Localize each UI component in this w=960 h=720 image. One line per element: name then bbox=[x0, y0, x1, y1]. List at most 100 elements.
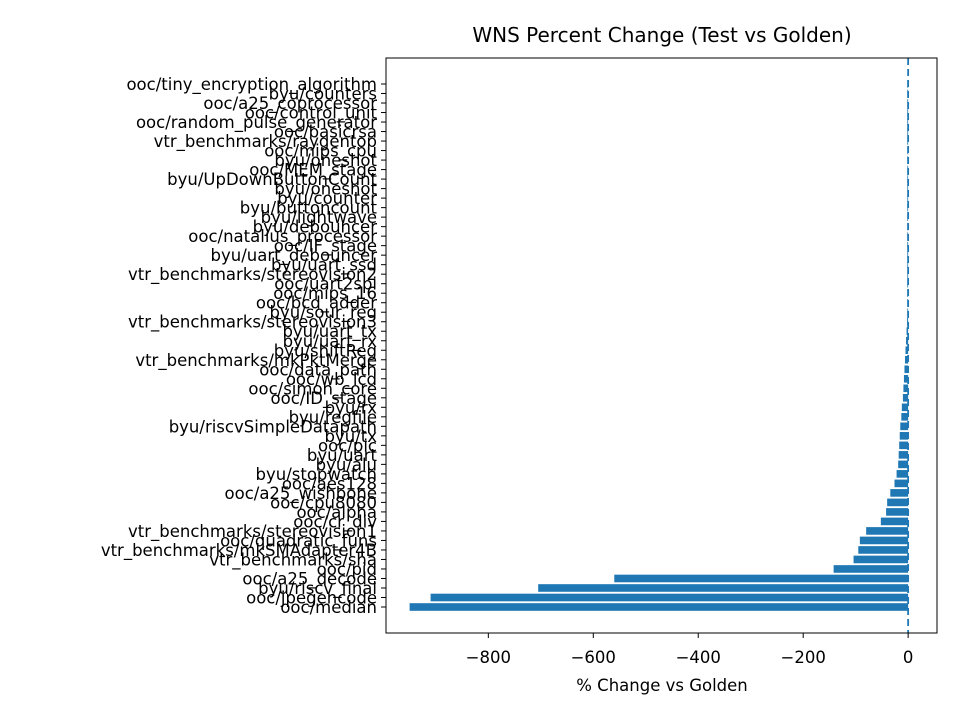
bar-29 bbox=[904, 355, 909, 364]
bar-30 bbox=[904, 365, 909, 374]
bar-12 bbox=[907, 194, 909, 202]
y-tick-label-4: ooc/random_pulse_generator bbox=[136, 113, 377, 133]
bar-36 bbox=[900, 422, 909, 431]
bar-34 bbox=[901, 403, 909, 412]
bar-20 bbox=[907, 270, 909, 278]
bar-43 bbox=[890, 489, 909, 497]
bar-32 bbox=[903, 384, 909, 393]
bar-3 bbox=[907, 108, 909, 117]
bar-35 bbox=[901, 413, 909, 421]
y-tick-label-23: ooc/bcd_adder bbox=[256, 294, 377, 314]
y-tick-label-18: byu/uart_debouncer bbox=[211, 246, 378, 266]
y-tick-label-1: byu/counters bbox=[269, 85, 377, 104]
chart-title: WNS Percent Change (Test vs Golden) bbox=[472, 23, 851, 47]
y-tick-label-40: byu/alu bbox=[316, 455, 377, 474]
bar-50 bbox=[853, 555, 909, 564]
y-tick-label-2: ooc/a25_coprocessor bbox=[203, 94, 377, 114]
y-tick-label-34: byu/rx bbox=[325, 398, 378, 417]
y-tick-label-45: ooc/alpha bbox=[296, 503, 377, 522]
bar-54 bbox=[430, 593, 909, 602]
bar-41 bbox=[896, 470, 909, 478]
plot-frame bbox=[385, 57, 938, 634]
bar-44 bbox=[887, 498, 909, 507]
y-tick-label-44: ooc/cpu8080 bbox=[270, 493, 377, 512]
bar-53 bbox=[538, 584, 909, 592]
bar-47 bbox=[866, 527, 909, 535]
y-tick-label-37: byu/tx bbox=[325, 427, 378, 446]
y-tick-label-35: byu/regfile bbox=[289, 408, 377, 427]
x-tick-label-1: −600 bbox=[571, 648, 616, 667]
y-tick-label-12: byu/counter bbox=[277, 189, 377, 208]
bar-5 bbox=[907, 127, 909, 136]
y-tick-label-17: ooc/IF_stage bbox=[274, 237, 377, 257]
y-tick-label-29: vtr_benchmarks/mkPktMerge bbox=[135, 351, 377, 371]
bar-42 bbox=[894, 479, 909, 488]
bar-33 bbox=[902, 394, 909, 402]
bar-39 bbox=[898, 451, 909, 459]
y-tick-label-39: byu/uart bbox=[307, 446, 378, 465]
y-tick-label-33: ooc/ID_stage bbox=[271, 389, 377, 409]
y-tick-label-51: ooc/pid bbox=[317, 560, 377, 579]
y-tick-label-8: byu/oneshot bbox=[274, 151, 377, 170]
y-tick-label-43: ooc/a25_wishbone bbox=[225, 484, 378, 504]
bar-49 bbox=[858, 546, 909, 554]
y-tick-label-49: vtr_benchmarks/mkSMAdapter4B bbox=[101, 541, 377, 561]
y-tick-label-42: ooc/aes128 bbox=[282, 474, 377, 493]
bar-45 bbox=[886, 508, 909, 516]
y-tick-label-21: ooc/uart2spi bbox=[274, 275, 377, 294]
bar-55 bbox=[409, 603, 909, 611]
bar-31 bbox=[903, 374, 909, 383]
y-tick-label-19: byu/uart_ssd bbox=[271, 256, 377, 276]
y-tick-label-30: ooc/data_path bbox=[259, 360, 377, 380]
bar-25 bbox=[907, 317, 909, 326]
y-tick-label-46: ooc/cr_div bbox=[293, 512, 377, 532]
bar-46 bbox=[880, 517, 909, 526]
bar-4 bbox=[907, 118, 909, 126]
y-tick-label-52: ooc/a25_decode bbox=[242, 569, 377, 589]
y-tick-label-5: ooc/basicrsa bbox=[274, 123, 377, 142]
bar-40 bbox=[898, 460, 909, 469]
bar-26 bbox=[906, 327, 909, 336]
y-tick-label-48: ooc/quadratic_funs bbox=[220, 531, 377, 551]
x-axis: −800 −600 −400 −200 0 bbox=[466, 633, 914, 667]
bar-11 bbox=[907, 184, 909, 193]
bar-19 bbox=[907, 260, 909, 269]
y-tick-label-47: vtr_benchmarks/stereovision1 bbox=[128, 522, 377, 542]
y-tick-label-0: ooc/tiny_encryption_algorithm bbox=[126, 75, 377, 95]
y-tick-label-32: ooc/simon_core bbox=[248, 379, 377, 399]
y-tick-label-14: byu/lightwave bbox=[261, 208, 377, 227]
y-tick-label-20: vtr_benchmarks/stereovision2 bbox=[128, 265, 377, 285]
bar-52 bbox=[614, 574, 909, 583]
x-axis-label: % Change vs Golden bbox=[576, 676, 748, 695]
y-tick-label-38: ooc/pic bbox=[318, 436, 377, 455]
y-tick-label-54: ooc/jpegencode bbox=[246, 588, 377, 607]
bar-38 bbox=[899, 441, 909, 450]
y-tick-label-50: vtr_benchmarks/sha bbox=[209, 550, 377, 570]
y-tick-label-36: byu/riscvSimpleDatapath bbox=[169, 417, 377, 436]
y-tick-label-13: byu/buttoncount bbox=[240, 199, 378, 218]
y-tick-label-3: ooc/control_unit bbox=[245, 104, 378, 124]
y-tick-label-25: vtr_benchmarks/stereovision3 bbox=[128, 313, 377, 333]
bars-group bbox=[409, 80, 909, 611]
y-tick-label-27: byu/uart_rx bbox=[283, 332, 378, 352]
y-tick-label-55: ooc/median bbox=[280, 598, 377, 617]
bar-28 bbox=[905, 346, 909, 355]
y-tick-label-41: byu/stopwatch bbox=[256, 465, 378, 484]
y-tick-label-26: byu/uart_tx bbox=[282, 322, 377, 342]
bar-48 bbox=[859, 536, 909, 545]
y-axis: ooc/tiny_encryption_algorithmbyu/counter… bbox=[101, 75, 386, 617]
y-tick-label-10: byu/UpDownButtonCount bbox=[167, 170, 377, 189]
y-tick-label-53: byu/riscv_final bbox=[258, 579, 377, 599]
bar-37 bbox=[899, 432, 909, 440]
y-tick-label-11: byu/oneshot bbox=[274, 180, 377, 199]
y-tick-label-16: ooc/natalius_processor bbox=[188, 227, 377, 247]
bar-51 bbox=[833, 565, 909, 573]
y-tick-label-31: ooc/wb_lcd bbox=[286, 370, 377, 390]
y-tick-label-7: ooc/mips_cpu bbox=[264, 142, 377, 162]
y-tick-label-24: byu/sour_reg bbox=[270, 303, 377, 323]
bar-18 bbox=[907, 251, 909, 259]
bar-27 bbox=[906, 336, 909, 345]
x-tick-label-4: 0 bbox=[903, 648, 914, 667]
y-tick-label-9: ooc/MEM_stage bbox=[249, 161, 377, 181]
